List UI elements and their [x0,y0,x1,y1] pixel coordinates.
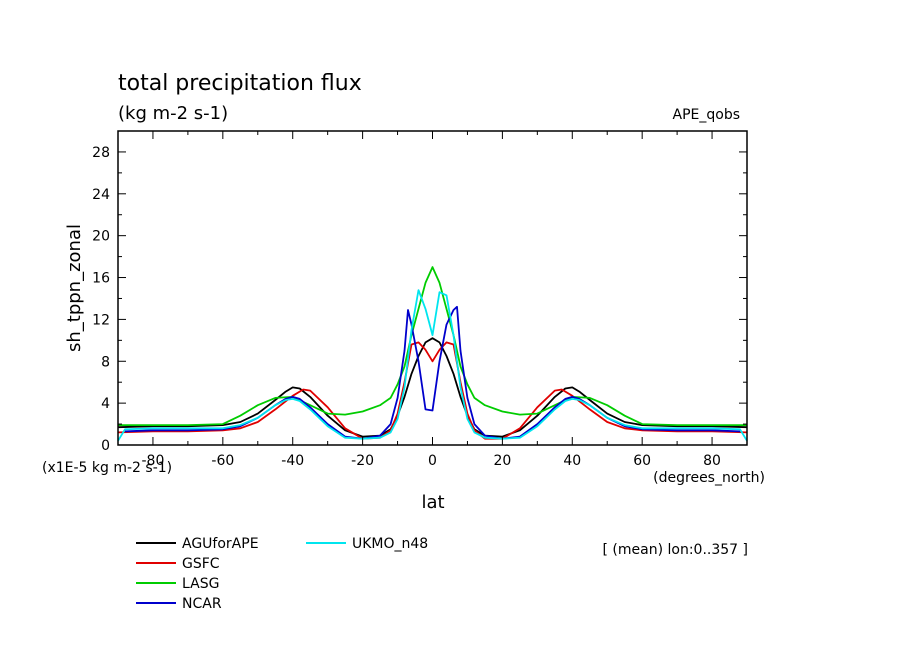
averaging-note: [ (mean) lon:0..357 ] [603,542,748,558]
x-tick-label: 80 [703,453,721,469]
legend: AGUforAPE GSFC LASG NCAR UKMO_n48 [136,536,428,612]
x-tick-label: 60 [633,453,651,469]
x-units-label: (degrees_north) [653,470,765,486]
x-tick-label: 0 [428,453,437,469]
y-axis-label: sh_tppn_zonal [64,224,85,352]
series-line-ncar [124,305,741,440]
y-tick-label: 0 [101,438,110,454]
y-tick-label: 24 [92,187,110,203]
dataset-label: APE_qobs [673,107,741,123]
series-line-ukmo-n48 [117,289,748,442]
series-line-aguforape [117,337,748,438]
y-tick-label: 8 [101,354,110,370]
x-tick-label: -80 [142,453,165,469]
y-axis-ticks: 0 4 8 12 16 20 24 28 [92,130,747,454]
y-tick-label: 20 [92,229,110,245]
plot-lines [117,266,748,442]
y-tick-label: 12 [92,312,110,328]
y-tick-label: 28 [92,145,110,161]
legend-label: AGUforAPE [182,536,259,552]
legend-label: UKMO_n48 [352,536,428,552]
legend-label: LASG [182,576,219,592]
y-units-label: (x1E-5 kg m-2 s-1) [42,460,172,476]
x-axis-ticks: -80 -60 -40 -20 0 20 40 60 80 [117,131,748,469]
x-tick-label: 40 [563,453,581,469]
x-tick-label: -60 [211,453,234,469]
chart-title: total precipitation flux [118,71,362,96]
chart-subtitle: (kg m-2 s-1) [118,103,228,124]
series-line-lasg [118,266,747,427]
x-axis-label: lat [421,492,444,513]
y-tick-label: 16 [92,271,110,287]
plot-frame [117,130,748,446]
legend-label: NCAR [182,596,222,612]
x-tick-label: 20 [493,453,511,469]
legend-label: GSFC [182,556,220,572]
x-tick-label: -40 [281,453,304,469]
y-tick-label: 4 [101,396,110,412]
x-tick-label: -20 [351,453,374,469]
